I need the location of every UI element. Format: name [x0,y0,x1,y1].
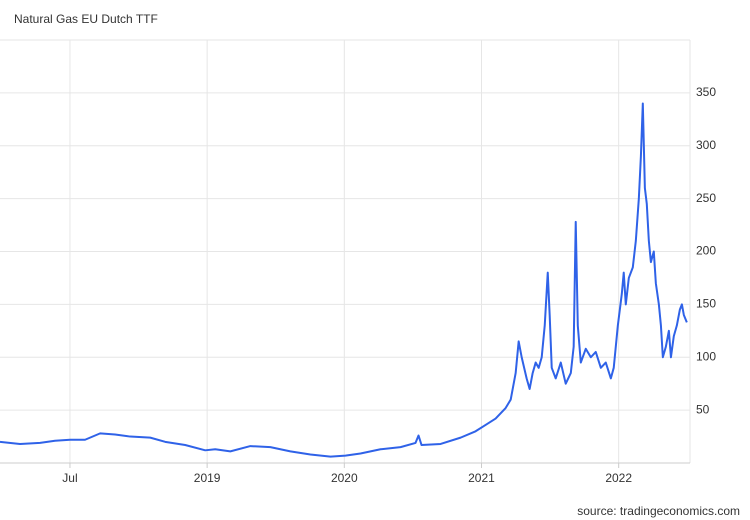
chart-title: Natural Gas EU Dutch TTF [14,12,158,26]
price-line [0,102,688,458]
x-tick-label: 2021 [468,471,495,485]
y-tick-label: 50 [696,402,710,416]
source-note: source: tradingeconomics.com [577,504,740,518]
x-tick-label: 2019 [194,471,221,485]
y-tick-label: 200 [696,244,716,258]
y-tick-label: 100 [696,349,716,363]
y-tick-label: 250 [696,191,716,205]
y-tick-label: 300 [696,138,716,152]
x-tick-label: Jul [62,471,77,485]
y-tick-label: 150 [696,297,716,311]
y-tick-label: 350 [696,85,716,99]
x-tick-label: 2020 [331,471,358,485]
x-tick-label: 2022 [605,471,632,485]
